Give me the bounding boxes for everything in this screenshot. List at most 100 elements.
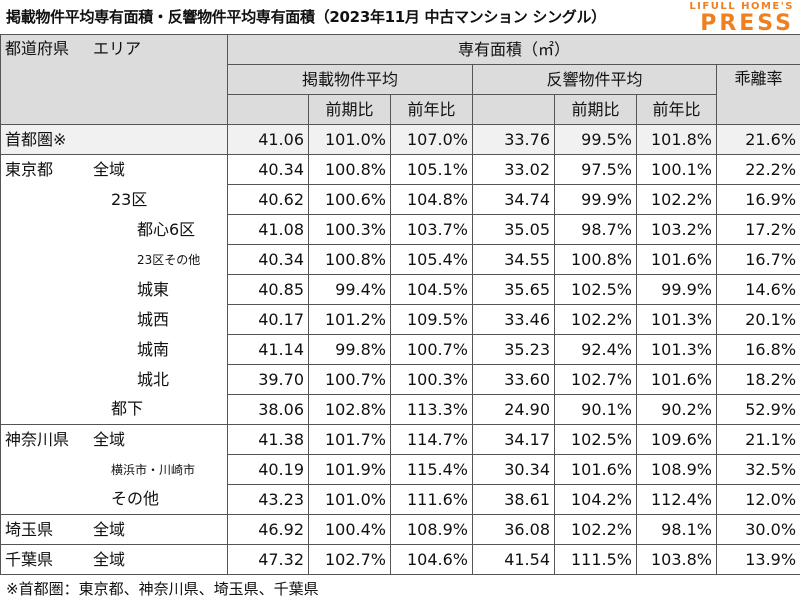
area-cell: 埼玉県 全域 (0, 514, 228, 545)
table-row: 城北 39.70 100.7% 100.3% 33.60 102.7% 101.6% 18.2… (0, 364, 800, 395)
listed-yoy: 100.7% (390, 334, 473, 365)
page-title: 掲載物件平均専有面積・反響物件平均専有面積（2023年11月 中古マンション シ… (6, 8, 606, 26)
header-listed-qoq: 前期比 (308, 94, 391, 125)
area-name: 全域 (93, 519, 126, 539)
listed-yoy: 114.7% (390, 424, 473, 455)
header-row-3: 前期比 前年比 前期比 前年比 (1, 94, 800, 125)
logo-top-text: LIFULL HOME'S (689, 1, 794, 12)
area-cell: 千葉県 全域 (0, 544, 228, 575)
listed-avg: 38.06 (227, 394, 309, 425)
listed-qoq: 100.8% (308, 244, 391, 275)
area-cell: 23区その他 (0, 244, 228, 275)
inquiry-qoq: 102.2% (554, 304, 637, 335)
listed-qoq: 102.7% (308, 544, 391, 575)
area-name: 城北 (137, 369, 170, 389)
inquiry-yoy: 101.3% (636, 304, 717, 335)
area-name: 横浜市・川崎市 (111, 462, 196, 477)
prefecture-name: 東京都 (5, 159, 54, 179)
inquiry-qoq: 92.4% (554, 334, 637, 365)
area-table: 都道府県 エリア 専有面積（㎡） 掲載物件平均 反響物件平均 乖離率 前期比 前年… (0, 34, 800, 575)
gap-rate: 17.2% (715, 214, 800, 245)
listed-qoq: 101.2% (308, 304, 391, 335)
area-name: 全域 (93, 159, 126, 179)
inquiry-qoq: 97.5% (554, 154, 637, 185)
inquiry-qoq: 99.5% (554, 124, 637, 155)
area-name: 23区その他 (137, 252, 201, 267)
inquiry-avg: 33.02 (472, 154, 555, 185)
area-name: 城西 (137, 309, 170, 329)
inquiry-qoq: 99.9% (554, 184, 637, 215)
inquiry-avg: 35.23 (472, 334, 555, 365)
header-blank (472, 94, 555, 125)
table-row: 城南 41.14 99.8% 100.7% 35.23 92.4% 101.3% 16.8% (0, 334, 800, 365)
header-inquiry: 反響物件平均 (472, 64, 717, 95)
inquiry-qoq: 102.7% (554, 364, 637, 395)
listed-yoy: 108.9% (390, 514, 473, 545)
area-name: 23区 (111, 189, 148, 209)
listed-qoq: 100.6% (308, 184, 391, 215)
listed-qoq: 101.0% (308, 124, 391, 155)
listed-avg: 40.34 (227, 244, 309, 275)
gap-rate: 30.0% (715, 514, 800, 545)
listed-qoq: 102.8% (308, 394, 391, 425)
listed-avg: 40.19 (227, 454, 309, 485)
area-cell: 神奈川県 全域 (0, 424, 228, 455)
inquiry-avg: 33.76 (472, 124, 555, 155)
prefecture-name: 神奈川県 (5, 429, 70, 449)
table-row: 神奈川県 全域 41.38 101.7% 114.7% 34.17 102.5% 109.6%… (0, 424, 800, 455)
prefecture-name: 千葉県 (5, 549, 54, 569)
area-cell: 城南 (0, 334, 228, 365)
table-row: 城東 40.85 99.4% 104.5% 35.65 102.5% 99.9% 14.6% (0, 274, 800, 305)
inquiry-avg: 38.61 (472, 484, 555, 515)
inquiry-avg: 33.46 (472, 304, 555, 335)
header-inquiry-qoq: 前期比 (554, 94, 637, 125)
listed-avg: 41.08 (227, 214, 309, 245)
area-name: 都下 (111, 399, 144, 419)
area-name: 全域 (93, 549, 126, 569)
inquiry-qoq: 98.7% (554, 214, 637, 245)
inquiry-qoq: 104.2% (554, 484, 637, 515)
listed-qoq: 100.7% (308, 364, 391, 395)
inquiry-yoy: 101.3% (636, 334, 717, 365)
gap-rate: 21.6% (715, 124, 800, 155)
inquiry-yoy: 101.6% (636, 244, 717, 275)
header-inquiry-yoy: 前年比 (636, 94, 717, 125)
area-cell: 都下 (0, 394, 228, 425)
table-row: 都心6区 41.08 100.3% 103.7% 35.05 98.7% 103.2% 17.… (0, 214, 800, 245)
inquiry-yoy: 103.8% (636, 544, 717, 575)
area-name: 都心6区 (137, 219, 196, 239)
table-row: その他 43.23 101.0% 111.6% 38.61 104.2% 112.4% 12.… (0, 484, 800, 515)
inquiry-avg: 34.55 (472, 244, 555, 275)
area-cell: 城西 (0, 304, 228, 335)
listed-qoq: 101.0% (308, 484, 391, 515)
prefecture-name: 首都圏※ (5, 129, 67, 149)
gap-rate: 16.7% (715, 244, 800, 275)
listed-avg: 41.38 (227, 424, 309, 455)
listed-avg: 47.32 (227, 544, 309, 575)
inquiry-yoy: 98.1% (636, 514, 717, 545)
listed-yoy: 107.0% (390, 124, 473, 155)
listed-avg: 40.34 (227, 154, 309, 185)
listed-yoy: 105.4% (390, 244, 473, 275)
listed-yoy: 105.1% (390, 154, 473, 185)
listed-yoy: 113.3% (390, 394, 473, 425)
inquiry-avg: 34.74 (472, 184, 555, 215)
gap-rate: 12.0% (715, 484, 800, 515)
listed-avg: 40.17 (227, 304, 309, 335)
area-cell: 23区 (0, 184, 228, 215)
area-name: 全域 (93, 429, 126, 449)
gap-rate: 16.9% (715, 184, 800, 215)
inquiry-qoq: 102.5% (554, 424, 637, 455)
area-cell: その他 (0, 484, 228, 515)
listed-qoq: 101.9% (308, 454, 391, 485)
gap-rate: 16.8% (715, 334, 800, 365)
inquiry-avg: 30.34 (472, 454, 555, 485)
listed-avg: 39.70 (227, 364, 309, 395)
header-listed-yoy: 前年比 (390, 94, 473, 125)
area-cell: 東京都 全域 (0, 154, 228, 185)
table-row: 埼玉県 全域 46.92 100.4% 108.9% 36.08 102.2% 98.1% 30… (0, 514, 800, 545)
listed-qoq: 99.8% (308, 334, 391, 365)
header-listed: 掲載物件平均 (227, 64, 473, 95)
gap-rate: 14.6% (715, 274, 800, 305)
gap-rate: 20.1% (715, 304, 800, 335)
